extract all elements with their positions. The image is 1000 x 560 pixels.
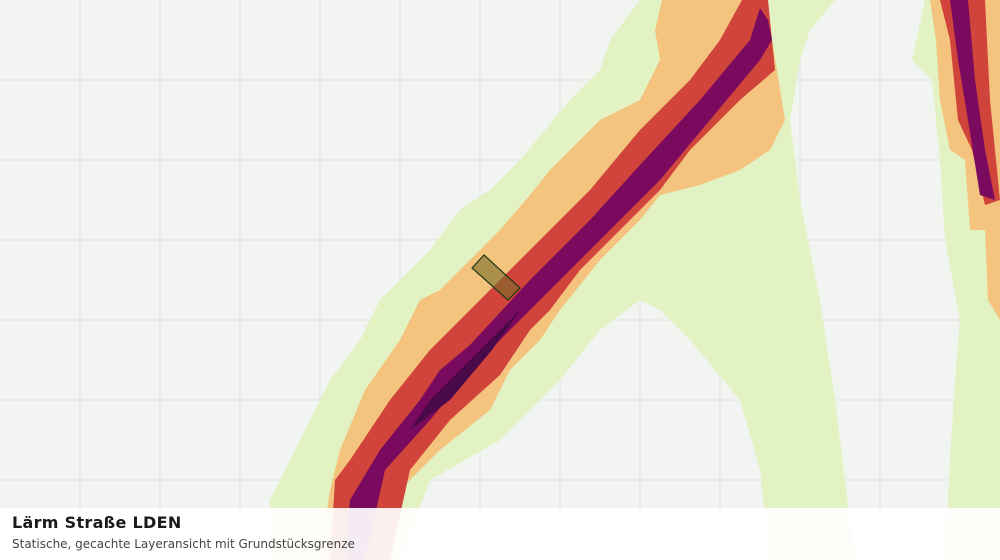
noise-band-extreme xyxy=(410,308,522,430)
noise-band-very-high xyxy=(345,8,772,560)
noise-band-very-high xyxy=(950,0,995,200)
layer-subtitle: Statische, gecachte Layeransicht mit Gru… xyxy=(12,537,355,551)
layer-title: Lärm Straße LDEN xyxy=(12,513,182,532)
legend-panel: Lärm Straße LDEN Statische, gecachte Lay… xyxy=(0,508,1000,560)
parcel-boundary xyxy=(471,254,521,301)
noise-right-road xyxy=(912,0,1000,560)
noise-main-road xyxy=(270,0,855,560)
